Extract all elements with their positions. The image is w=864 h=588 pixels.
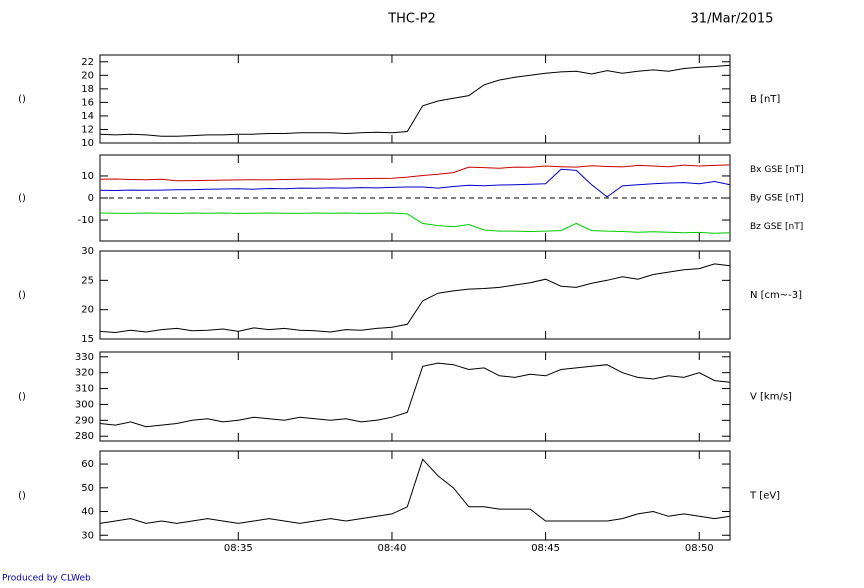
data-line bbox=[99, 64, 731, 137]
y-tick-label: 22 bbox=[81, 57, 94, 68]
y-tick-label: 25 bbox=[81, 275, 94, 286]
y-tick-label: 30 bbox=[81, 530, 94, 541]
data-line bbox=[99, 362, 731, 428]
y-tick-label: 310 bbox=[75, 384, 94, 395]
y-axis-label: () bbox=[18, 94, 26, 105]
data-line bbox=[99, 458, 731, 524]
y-tick-label: 30 bbox=[81, 246, 94, 257]
y-tick-label: 280 bbox=[75, 431, 94, 442]
axis-label: T [eV] bbox=[749, 491, 780, 502]
y-tick-label: 320 bbox=[75, 368, 94, 379]
y-tick-label: 20 bbox=[81, 70, 94, 81]
y-tick-label: 12 bbox=[81, 124, 94, 135]
y-tick-label: 10 bbox=[81, 171, 94, 182]
panel-frame bbox=[99, 250, 731, 340]
y-tick-label: 16 bbox=[81, 97, 94, 108]
y-tick-label: 290 bbox=[75, 415, 94, 426]
y-tick-label: 330 bbox=[75, 352, 94, 363]
date: 31/Mar/2015 bbox=[691, 12, 774, 27]
title: THC-P2 bbox=[387, 12, 436, 27]
y-axis-label: () bbox=[18, 491, 26, 502]
x-tick-label: 08:35 bbox=[224, 543, 253, 554]
y-tick-label: 20 bbox=[81, 305, 94, 316]
y-tick-label: 0 bbox=[88, 193, 94, 204]
y-tick-label: 40 bbox=[81, 507, 94, 518]
legend-label: Bz GSE [nT] bbox=[750, 222, 803, 232]
axis-label: B [nT] bbox=[750, 94, 780, 105]
panel-frame bbox=[99, 450, 731, 541]
y-tick-label: -10 bbox=[78, 215, 94, 226]
y-tick-label: 50 bbox=[81, 483, 94, 494]
panel-frame bbox=[99, 54, 731, 144]
data-line bbox=[99, 164, 731, 182]
axis-label: N [cm~-3] bbox=[750, 290, 802, 301]
x-tick-label: 08:45 bbox=[531, 543, 560, 554]
axis-label: V [km/s] bbox=[750, 392, 792, 403]
y-axis-label: () bbox=[18, 193, 26, 204]
data-line bbox=[99, 212, 731, 234]
panel-frame bbox=[99, 351, 731, 442]
y-tick-label: 300 bbox=[75, 399, 94, 410]
legend-label: Bx GSE [nT] bbox=[750, 165, 804, 175]
x-tick-label: 08:40 bbox=[378, 543, 407, 554]
data-line bbox=[99, 263, 731, 334]
y-tick-label: 14 bbox=[81, 111, 94, 122]
y-tick-label: 60 bbox=[81, 459, 94, 470]
data-line bbox=[99, 168, 731, 198]
y-axis-label: () bbox=[18, 290, 26, 301]
footer: Produced by CLWeb bbox=[2, 574, 91, 584]
legend-label: By GSE [nT] bbox=[750, 194, 804, 204]
x-tick-label: 08:50 bbox=[685, 543, 714, 554]
y-tick-label: 10 bbox=[81, 138, 94, 149]
y-axis-label: () bbox=[18, 392, 26, 403]
y-tick-label: 18 bbox=[81, 84, 94, 95]
y-tick-label: 15 bbox=[81, 334, 94, 345]
